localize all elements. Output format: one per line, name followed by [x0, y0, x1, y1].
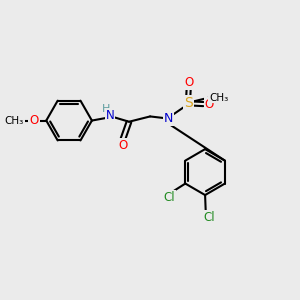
Text: CH₃: CH₃ — [209, 93, 228, 103]
Text: O: O — [118, 140, 127, 152]
Text: CH₃: CH₃ — [5, 116, 24, 126]
Text: O: O — [184, 76, 193, 89]
Text: Cl: Cl — [203, 211, 215, 224]
Text: S: S — [184, 97, 193, 110]
Text: Cl: Cl — [164, 190, 175, 204]
Text: O: O — [29, 114, 39, 127]
Text: N: N — [164, 112, 173, 125]
Text: H: H — [102, 104, 110, 114]
Text: N: N — [106, 109, 114, 122]
Text: O: O — [205, 98, 214, 111]
